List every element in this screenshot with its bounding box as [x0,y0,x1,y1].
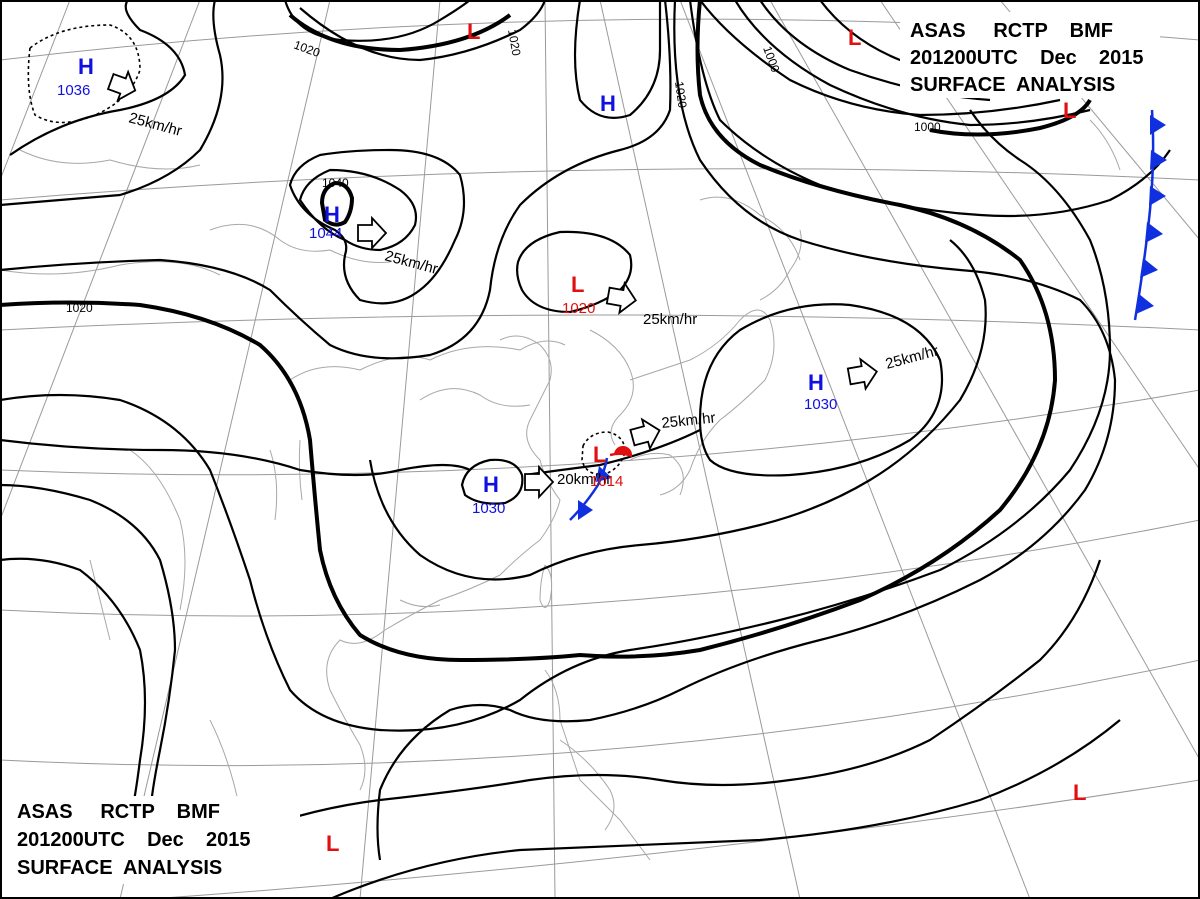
high-pressure-center: H [600,91,616,116]
low-pressure-center: L [848,25,861,50]
motion-speed: 25km/hr [884,342,941,372]
svg-text:H: H [78,54,94,79]
high-pressure-center: H 1036 [57,54,94,99]
title-line-1: ASAS RCTP BMF [17,801,220,823]
low-pressure-center: L [326,831,339,856]
motion-arrow [605,280,637,315]
svg-text:1036: 1036 [57,82,90,99]
svg-text:L: L [467,19,480,44]
svg-text:1030: 1030 [804,396,837,413]
svg-text:1044: 1044 [309,225,342,242]
isobar-label: 1020 [66,301,93,315]
title-line-2: 201200UTC Dec 2015 [910,47,1143,69]
title-block-top-right: ASAS RCTP BMF 201200UTC Dec 2015 SURFACE… [900,12,1160,98]
cold-front-east [1133,109,1167,321]
isobar-label: 1000 [760,44,782,74]
title-line-3: SURFACE ANALYSIS [910,74,1115,96]
isobar-label: 1020 [672,80,690,109]
motion-arrow [106,69,137,103]
motion-speed: 25km/hr [643,311,697,328]
svg-text:L: L [326,831,339,856]
motion-speed: 25km/hr [127,109,184,139]
isobar-label: 1000 [914,120,941,134]
motion-arrow [846,357,878,392]
svg-text:L: L [1073,780,1086,805]
svg-text:1030: 1030 [472,500,505,517]
low-pressure-center: L [1063,98,1076,123]
title-line-3: SURFACE ANALYSIS [17,857,222,879]
svg-text:H: H [324,202,340,227]
svg-text:H: H [483,472,499,497]
isobar-label: 1020 [292,38,322,60]
svg-text:L: L [571,272,584,297]
high-pressure-center: H 1030 [804,370,837,413]
svg-text:L: L [1063,98,1076,123]
svg-text:L: L [848,25,861,50]
motion-speed: 25km/hr [383,247,440,277]
svg-text:1020: 1020 [562,300,595,317]
motion-arrow [629,417,661,451]
low-pressure-center: L [467,19,480,44]
isobar-label: 1040 [322,176,349,190]
motion-arrows [106,69,878,500]
low-pressure-center: L [1073,780,1086,805]
motion-arrow [357,215,388,251]
title-line-1: ASAS RCTP BMF [910,20,1113,42]
motion-speed-labels: 25km/hr 25km/hr 25km/hr 25km/hr 25km/hr … [127,109,940,488]
svg-text:1014: 1014 [590,473,623,490]
title-block-bottom-left: ASAS RCTP BMF 201200UTC Dec 2015 SURFACE… [10,796,300,884]
svg-text:L: L [593,442,606,467]
isobar-label: 1020 [505,28,523,57]
low-pressure-center: L 1014 [590,442,623,490]
frontal-system-central [569,445,633,521]
motion-speed: 25km/hr [661,409,717,432]
isobars [0,0,1171,899]
high-pressure-center: H 1030 [472,472,505,517]
low-pressure-center: L 1020 [562,272,595,317]
pressure-centers: H 1036 H 1044 H H 1030 H 1030 L 1020 L 1… [57,19,1086,856]
motion-speed: 20km/hr [557,471,611,488]
title-line-2: 201200UTC Dec 2015 [17,829,250,851]
motion-arrow [524,464,555,500]
svg-text:H: H [600,91,616,116]
high-pressure-center: H 1044 [309,202,342,242]
svg-text:H: H [808,370,824,395]
